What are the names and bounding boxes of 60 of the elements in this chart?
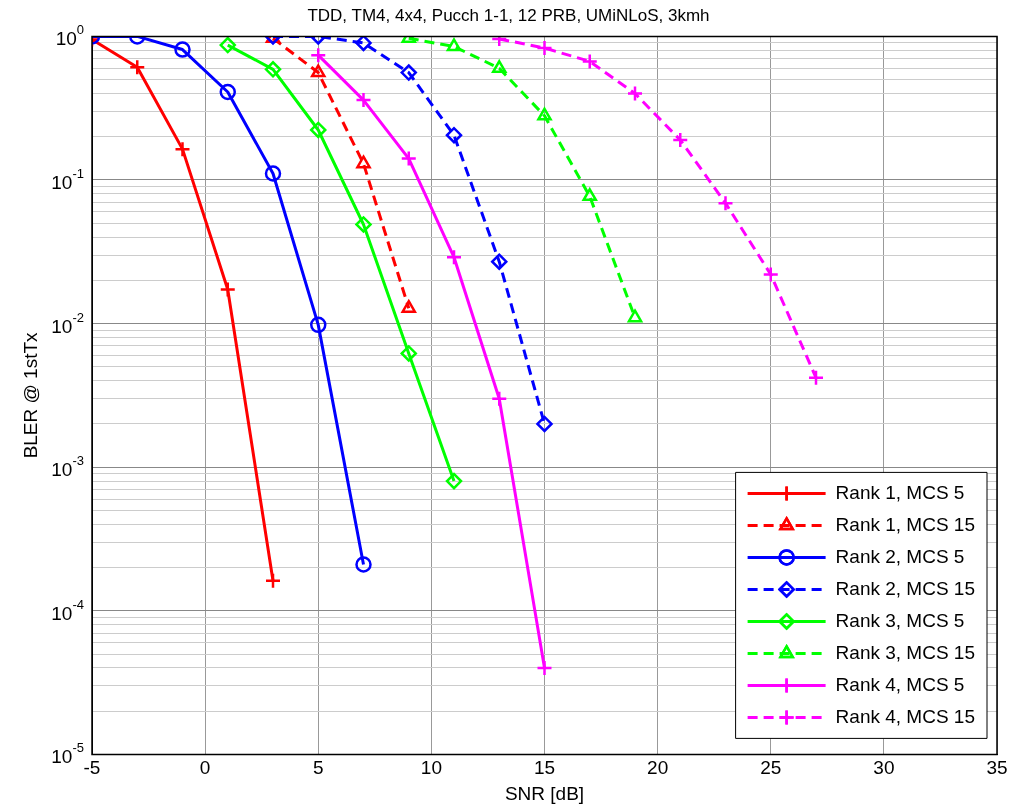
point <box>219 281 236 298</box>
x-axis-title: SNR [dB] <box>504 782 585 804</box>
point <box>491 60 507 74</box>
point <box>445 248 463 266</box>
point <box>581 53 598 70</box>
point <box>355 36 372 52</box>
point <box>446 38 462 52</box>
point <box>310 316 327 334</box>
legend-label: Rank 2, MCS 5 <box>835 545 965 567</box>
point <box>582 188 598 202</box>
point <box>355 216 372 233</box>
point <box>264 572 282 589</box>
point <box>129 58 146 76</box>
y-axis-title: BLER @ 1stTx <box>19 331 41 459</box>
legend-label: Rank 3, MCS 5 <box>835 609 965 631</box>
legend-label: Rank 4, MCS 5 <box>835 673 965 695</box>
x-tick-label: 0 <box>199 757 211 779</box>
point <box>174 140 191 158</box>
point <box>536 415 553 433</box>
point <box>445 126 463 144</box>
point <box>219 83 236 101</box>
chart-title: TDD, TM4, 4x4, Pucch 1-1, 12 PRB, UMiNLoS, 3kmh <box>307 5 710 25</box>
x-tick-label: 5 <box>312 757 324 779</box>
legend-label: Rank 3, MCS 15 <box>835 641 976 663</box>
legend-label: Rank 2, MCS 15 <box>835 577 976 599</box>
point <box>491 253 508 270</box>
x-tick-label: -5 <box>83 757 101 779</box>
point <box>400 64 417 81</box>
legend-label: Rank 1, MCS 15 <box>835 513 976 535</box>
point <box>174 41 191 58</box>
x-tick-label: 35 <box>986 757 1008 779</box>
point <box>356 155 371 169</box>
point <box>264 61 282 78</box>
point <box>400 345 417 362</box>
point <box>762 266 779 283</box>
x-tick-label: 20 <box>647 757 669 779</box>
point <box>310 46 327 64</box>
point <box>264 165 282 182</box>
x-tick-label: 10 <box>420 757 442 779</box>
point <box>807 369 825 386</box>
legend-label: Rank 1, MCS 5 <box>835 481 965 503</box>
point <box>626 85 644 102</box>
point <box>717 194 734 212</box>
point <box>491 390 508 407</box>
point <box>355 556 372 573</box>
x-tick-label: 15 <box>533 757 556 779</box>
point <box>355 91 372 109</box>
legend-label: Rank 4, MCS 15 <box>835 705 976 727</box>
point <box>537 107 552 121</box>
point <box>445 472 463 490</box>
point <box>536 659 553 677</box>
point <box>536 39 553 57</box>
point <box>219 36 236 54</box>
point <box>310 121 327 139</box>
point <box>310 64 326 78</box>
point <box>627 309 643 323</box>
point <box>400 150 417 167</box>
x-tick-label: 25 <box>760 757 782 779</box>
x-tick-label: 30 <box>873 757 895 779</box>
point <box>672 131 689 149</box>
